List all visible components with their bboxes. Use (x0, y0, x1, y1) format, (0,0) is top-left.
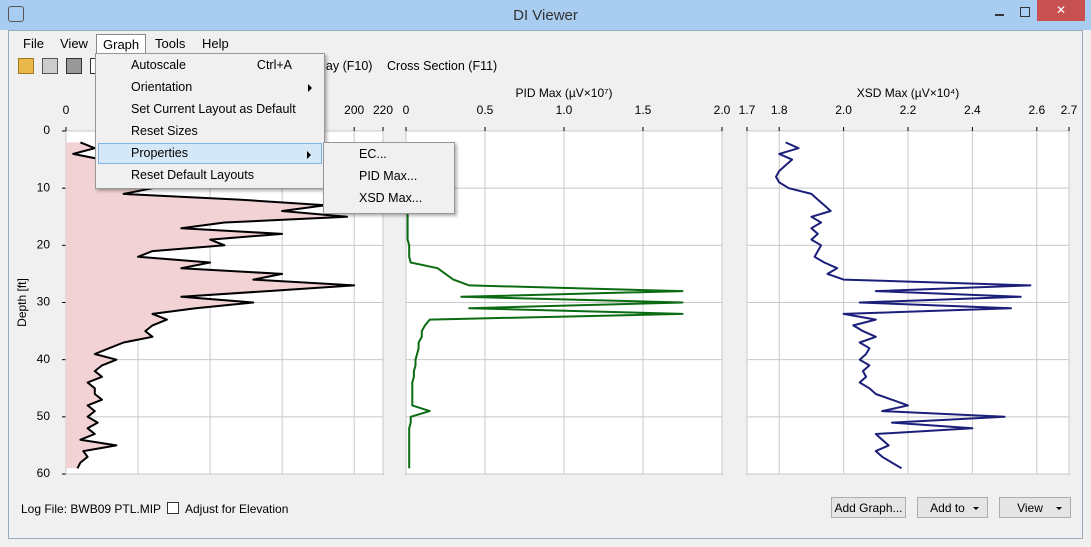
x-tick-label: 0 (63, 103, 70, 117)
button[interactable]: View (999, 497, 1071, 518)
restore-button[interactable] (1020, 7, 1030, 17)
y-tick-label: 0 (43, 123, 50, 137)
button[interactable]: Add Graph... (831, 497, 906, 518)
x-tick-label: 1.8 (771, 103, 788, 117)
dropdown-arrow (1056, 507, 1062, 510)
properties-menu: EC... PID Max... XSD Max... (323, 142, 455, 214)
chart-title: PID Max (µV×10⁷) (516, 86, 613, 100)
menu-option-label[interactable]: Reset Default Layouts (131, 168, 254, 182)
menu-option[interactable]: Reset Default Layouts (98, 165, 322, 186)
menu-option-label[interactable]: Orientation (131, 80, 193, 94)
menu-option[interactable]: Reset Sizes (98, 121, 322, 142)
menu-item[interactable]: View (60, 36, 88, 51)
checkbox-label[interactable]: Adjust for Elevation (185, 502, 289, 516)
title-bar: DI Viewer ✕ (0, 0, 1091, 30)
shortcut: Ctrl+A (256, 58, 292, 72)
chart-title: XSD Max (µV×10⁴) (857, 86, 959, 100)
series-line (775, 141, 1032, 470)
menu-option[interactable]: Orientation (98, 77, 322, 98)
y-tick-label: 40 (37, 352, 51, 366)
app-icon (8, 6, 24, 22)
menu-option[interactable]: Set Current Layout as Default (98, 99, 322, 120)
y-tick-label: 10 (37, 180, 51, 194)
x-tick-label: 1.0 (556, 103, 573, 117)
minimize-button[interactable] (995, 14, 1004, 16)
toolbar-button[interactable]: Cross Section (F11) (387, 59, 498, 73)
y-tick-label: 20 (37, 238, 51, 252)
x-tick-label: 2.0 (714, 103, 731, 117)
x-tick-label: 0.5 (477, 103, 494, 117)
x-tick-label: 2.7 (1061, 103, 1078, 117)
toolbar-button[interactable]: erlay (F10) (312, 59, 373, 73)
menu-option-label[interactable]: Autoscale (131, 58, 186, 72)
menu-item[interactable]: Help (202, 36, 229, 51)
x-tick-label: 0 (403, 103, 410, 117)
menu-option[interactable]: Properties (98, 143, 322, 164)
button[interactable]: Add to (917, 497, 988, 518)
menu-option-label[interactable]: Reset Sizes (131, 124, 198, 138)
x-tick-label: 1.5 (635, 103, 652, 117)
submenu-arrow (307, 151, 311, 159)
y-tick-label: 60 (37, 466, 51, 480)
x-tick-label: 220 (373, 103, 393, 117)
series-line (72, 141, 356, 469)
settings-icon[interactable] (42, 58, 58, 74)
x-tick-label: 200 (344, 103, 364, 117)
graph-menu: Autoscale Ctrl+A Orientation Set Current La… (95, 53, 325, 189)
window-title: DI Viewer (513, 7, 578, 24)
submenu-arrow (308, 84, 312, 92)
menu-item[interactable]: Tools (155, 36, 186, 51)
x-tick-label: 2.4 (964, 103, 981, 117)
checkbox[interactable] (167, 502, 179, 514)
menu-option-label[interactable]: Properties (131, 146, 188, 160)
menu-option[interactable]: PID Max... (359, 169, 418, 183)
x-tick-label: 2.2 (900, 103, 917, 117)
menu-item[interactable]: Graph (96, 34, 147, 55)
menu-option[interactable]: Autoscale Ctrl+A (98, 55, 322, 76)
menu-option-label[interactable]: Set Current Layout as Default (131, 102, 296, 116)
log-file-label: Log File: BWB09 PTL.MIP (21, 502, 162, 516)
area-fill (66, 142, 355, 469)
menu-item[interactable]: File (23, 36, 44, 51)
y-tick-label: 50 (37, 409, 51, 423)
menu-option[interactable]: EC... (359, 147, 387, 161)
y-tick-label: 30 (37, 295, 51, 309)
print-icon[interactable] (66, 58, 82, 74)
y-axis-label: Depth [ft] (15, 278, 29, 327)
x-tick-label: 1.7 (739, 103, 756, 117)
menu-option[interactable]: XSD Max... (359, 191, 423, 205)
x-tick-label: 2.0 (835, 103, 852, 117)
open-icon[interactable] (18, 58, 34, 74)
dropdown-arrow (973, 507, 979, 510)
close-button[interactable]: ✕ (1037, 0, 1085, 21)
x-tick-label: 2.6 (1028, 103, 1045, 117)
